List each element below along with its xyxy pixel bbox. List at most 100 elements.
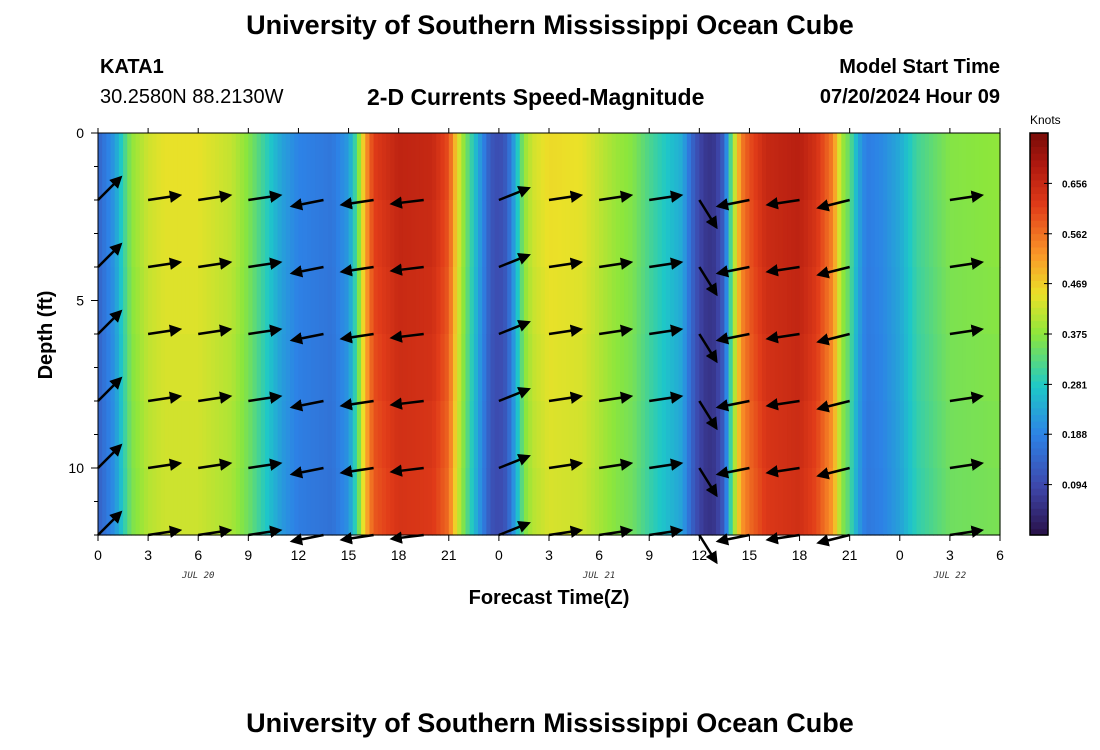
colorbar-swatch bbox=[1030, 521, 1048, 529]
heatmap-cell bbox=[448, 200, 454, 268]
heatmap-cell bbox=[503, 267, 508, 335]
heatmap-cell bbox=[895, 267, 901, 335]
colorbar-swatch bbox=[1030, 300, 1048, 308]
current-vector-arrow bbox=[698, 333, 718, 364]
heatmap-cell bbox=[770, 200, 776, 268]
heatmap-cell bbox=[411, 334, 416, 402]
heatmap-cell bbox=[853, 267, 859, 335]
heatmap-cell bbox=[482, 401, 487, 469]
heatmap-cell bbox=[336, 468, 341, 536]
heatmap-cell bbox=[336, 334, 341, 402]
colorbar-swatch bbox=[1030, 501, 1048, 509]
heatmap-cell bbox=[757, 334, 763, 402]
heatmap-cell bbox=[949, 334, 955, 402]
heatmap-cell bbox=[561, 200, 567, 268]
heatmap-cell bbox=[832, 334, 838, 402]
colorbar-swatch bbox=[1030, 407, 1048, 415]
heatmap-cell bbox=[544, 468, 550, 536]
heatmap-cell bbox=[206, 401, 212, 469]
colorbar-swatch bbox=[1030, 454, 1048, 462]
heatmap-cell bbox=[945, 401, 951, 469]
heatmap-cell bbox=[457, 267, 462, 335]
heatmap-cell bbox=[699, 133, 705, 201]
current-vector-arrow bbox=[949, 324, 985, 337]
heatmap-cell bbox=[657, 401, 663, 469]
heatmap-cell bbox=[619, 133, 625, 201]
heatmap-cell bbox=[628, 334, 634, 402]
heatmap-cell bbox=[791, 200, 796, 268]
heatmap-cell bbox=[189, 133, 195, 201]
heatmap-cell bbox=[983, 401, 989, 469]
current-vector-arrow bbox=[147, 324, 183, 337]
heatmap-cell bbox=[285, 468, 291, 536]
heatmap-cell bbox=[920, 401, 926, 469]
heatmap-cell bbox=[661, 468, 667, 536]
heatmap-cell bbox=[457, 401, 462, 469]
heatmap-cell bbox=[619, 401, 625, 469]
heatmap-cell bbox=[966, 200, 972, 268]
heatmap-cell bbox=[565, 468, 571, 536]
heatmap-cell bbox=[135, 200, 141, 268]
heatmap-cell bbox=[665, 401, 671, 469]
heatmap-cell bbox=[887, 334, 893, 402]
heatmap-cells bbox=[98, 133, 1001, 536]
current-vector-arrow bbox=[339, 532, 374, 545]
heatmap-cell bbox=[490, 334, 496, 402]
heatmap-cell bbox=[716, 133, 721, 201]
heatmap-cell bbox=[782, 401, 788, 469]
heatmap-cell bbox=[277, 200, 283, 268]
heatmap-cell bbox=[912, 334, 918, 402]
colorbar-swatch bbox=[1030, 468, 1048, 476]
heatmap-cell bbox=[745, 133, 751, 201]
heatmap-cell bbox=[285, 133, 291, 201]
current-vector-arrow bbox=[698, 534, 718, 565]
current-vector-arrow bbox=[548, 458, 584, 471]
heatmap-cell bbox=[402, 401, 408, 469]
heatmap-cell bbox=[256, 133, 262, 201]
heatmap-cell bbox=[98, 401, 103, 469]
heatmap-cell bbox=[498, 133, 504, 201]
heatmap-cell bbox=[837, 133, 842, 201]
heatmap-cell bbox=[340, 200, 345, 268]
colorbar-swatch bbox=[1030, 273, 1048, 281]
heatmap-cell bbox=[770, 133, 776, 201]
heatmap-cell bbox=[298, 401, 304, 469]
heatmap-cell bbox=[482, 267, 487, 335]
current-vector-arrow bbox=[147, 257, 183, 270]
heatmap-cell bbox=[231, 200, 237, 268]
heatmap-cell bbox=[118, 267, 124, 335]
heatmap-cell bbox=[891, 401, 897, 469]
heatmap-cell bbox=[540, 468, 546, 536]
heatmap-cell bbox=[486, 267, 492, 335]
heatmap-cell bbox=[920, 200, 926, 268]
heatmap-cell bbox=[386, 267, 391, 335]
heatmap-cell bbox=[561, 401, 567, 469]
heatmap-cell bbox=[761, 267, 767, 335]
heatmap-cell bbox=[106, 133, 112, 201]
colorbar-swatch bbox=[1030, 253, 1048, 261]
heatmap-cell bbox=[511, 267, 517, 335]
heatmap-cell bbox=[899, 200, 905, 268]
heatmap-cell bbox=[615, 133, 621, 201]
heatmap-cell bbox=[482, 133, 487, 201]
heatmap-cell bbox=[281, 334, 287, 402]
heatmap-cell bbox=[862, 200, 867, 268]
heatmap-cell bbox=[799, 468, 805, 536]
heatmap-cell bbox=[486, 334, 492, 402]
heatmap-cell bbox=[716, 200, 721, 268]
heatmap-cell bbox=[536, 334, 542, 402]
heatmap-cell bbox=[732, 133, 738, 201]
heatmap-cell bbox=[168, 401, 174, 469]
current-vector-arrow bbox=[147, 190, 183, 203]
heatmap-cell bbox=[398, 401, 404, 469]
heatmap-cell bbox=[444, 401, 450, 469]
heatmap-cell bbox=[749, 468, 755, 536]
current-vector-arrow bbox=[498, 320, 531, 336]
heatmap-cell bbox=[327, 468, 333, 536]
heatmap-cell bbox=[394, 200, 400, 268]
heatmap-cell bbox=[832, 200, 838, 268]
heatmap-cell bbox=[419, 267, 425, 335]
heatmap-cell bbox=[615, 200, 621, 268]
heatmap-cell bbox=[611, 133, 617, 201]
